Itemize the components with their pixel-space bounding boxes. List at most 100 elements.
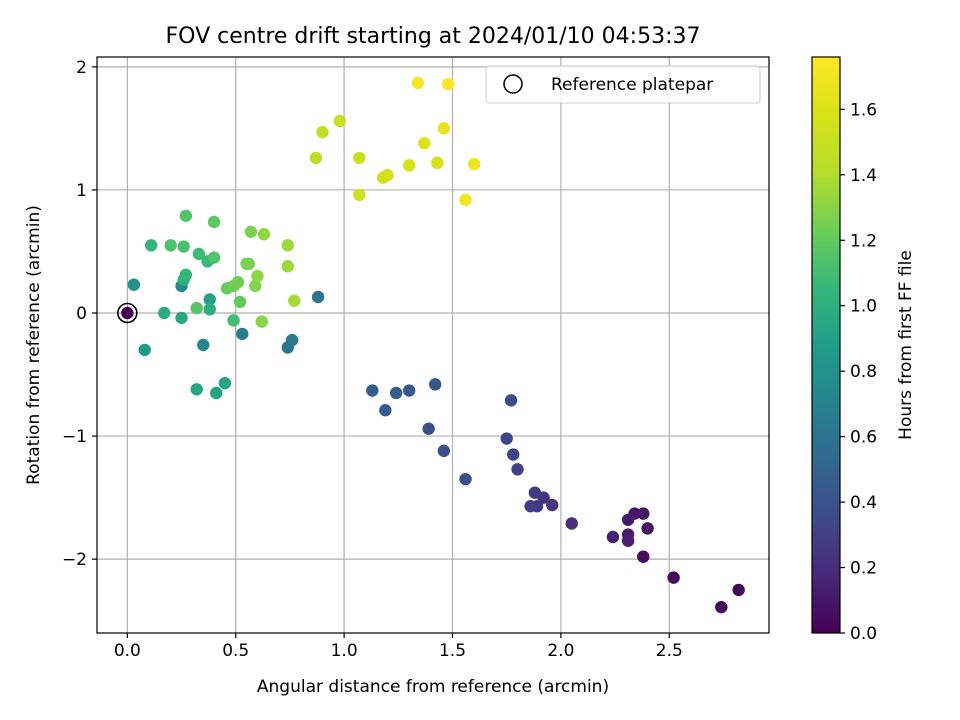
y-tick-label: 2 (76, 58, 87, 78)
legend-marker (503, 74, 523, 94)
scatter-point (179, 268, 193, 282)
scatter-point (411, 76, 425, 90)
scatter-point (715, 600, 728, 614)
scatter-point (158, 306, 171, 320)
scatter-point (459, 193, 472, 206)
scatter-point (428, 378, 442, 391)
scatter-point (507, 448, 520, 461)
scatter-point (316, 125, 329, 139)
scatter-point (418, 136, 431, 150)
scatter-point (281, 239, 294, 252)
x-tick-label: 2.5 (656, 641, 683, 661)
scatter-point (504, 394, 518, 407)
scatter-point (231, 276, 245, 289)
scatter-point (203, 303, 216, 316)
scatter-point (379, 404, 392, 417)
colorbar-tick-label: 0.8 (850, 362, 877, 382)
scatter-point (637, 550, 650, 563)
colorbar-tick-label: 1.2 (850, 231, 877, 251)
x-tick-label: 0.5 (222, 641, 249, 661)
scatter-point (251, 269, 264, 283)
scatter-point (175, 311, 188, 325)
scatter-point (144, 239, 158, 252)
x-tick-label: 1.5 (439, 641, 466, 661)
scatter-point (467, 157, 481, 171)
scatter-point (402, 159, 416, 172)
colorbar-ticks: 0.0 0.2 0.4 0.6 0.8 1.0 1.2 1.4 1.6 (840, 100, 877, 644)
scatter-point (431, 156, 444, 170)
scatter-point (227, 314, 240, 327)
scatter-point (511, 463, 524, 476)
y-tick-label: 1 (76, 181, 87, 201)
scatter-point (732, 583, 745, 597)
scatter-point (257, 228, 271, 241)
x-tick-label: 0.0 (114, 641, 141, 661)
data-points (121, 76, 745, 614)
scatter-point (437, 122, 451, 135)
scatter-point (127, 278, 141, 291)
scatter-point (285, 333, 299, 347)
scatter-point (353, 188, 366, 202)
x-tick-label: 1.0 (331, 641, 358, 661)
scatter-point (218, 376, 232, 390)
scatter-point (197, 338, 210, 352)
colorbar-label: Hours from first FF file (896, 250, 916, 440)
y-tick-label: −1 (62, 427, 87, 447)
x-axis-label: Angular distance from reference (arcmin) (257, 677, 609, 697)
scatter-point (249, 279, 262, 293)
scatter-point (311, 290, 325, 304)
y-axis-ticks: −2 −1 0 1 2 (62, 58, 97, 570)
scatter-point (606, 530, 620, 544)
y-axis-label: Rotation from reference (arcmin) (24, 205, 44, 485)
x-tick-label: 2.0 (547, 641, 574, 661)
scatter-point (203, 293, 216, 306)
scatter-point (500, 432, 513, 445)
scatter-point (528, 486, 542, 499)
scatter-point (192, 247, 206, 261)
scatter-point (288, 294, 301, 307)
scatter-point (240, 257, 253, 270)
scatter-point (164, 239, 177, 252)
scatter-point (366, 384, 379, 397)
x-axis-ticks: 0.0 0.5 1.0 1.5 2.0 2.5 (114, 633, 683, 661)
reference-marker (117, 302, 138, 324)
colorbar-frame (811, 56, 841, 634)
reference-platepar-marker (117, 302, 138, 324)
scatter-point (353, 151, 366, 165)
scatter-point (121, 306, 134, 320)
scatter-point (389, 386, 403, 400)
legend-box (485, 65, 761, 104)
scatter-point (437, 444, 451, 458)
colorbar: 0.0 0.2 0.4 0.6 0.8 1.0 1.2 1.4 1.6 Hours from f… (811, 56, 916, 644)
scatter-point (565, 517, 578, 530)
scatter-point (381, 168, 394, 182)
legend-label: Reference platepar (551, 75, 713, 95)
scatter-point (641, 522, 654, 535)
legend: Reference platepar (485, 65, 761, 104)
plot-frame (96, 56, 770, 634)
scatter-point (459, 472, 472, 486)
scatter-point (621, 534, 635, 547)
scatter-point (210, 386, 223, 400)
colorbar-tick-label: 1.0 (850, 297, 877, 317)
colorbar-tick-label: 1.6 (850, 100, 877, 120)
scatter-point (637, 507, 650, 520)
scatter-point (236, 327, 249, 341)
y-tick-label: 0 (76, 304, 87, 324)
scatter-point (138, 343, 151, 357)
scatter-point (207, 215, 221, 229)
scatter-point (333, 114, 346, 128)
colorbar-tick-label: 0.0 (850, 624, 877, 644)
scatter-point (177, 240, 190, 253)
scatter-point (402, 384, 416, 397)
scatter-point (190, 383, 203, 396)
scatter-point (546, 498, 559, 512)
scatter-point (441, 77, 455, 91)
chart-title: FOV centre drift starting at 2024/01/10 … (166, 24, 701, 49)
scatter-point (255, 315, 268, 328)
scatter-point (621, 513, 635, 526)
colorbar-tick-label: 0.2 (850, 559, 877, 579)
scatter-point (309, 151, 323, 165)
scatter-point (524, 500, 537, 513)
